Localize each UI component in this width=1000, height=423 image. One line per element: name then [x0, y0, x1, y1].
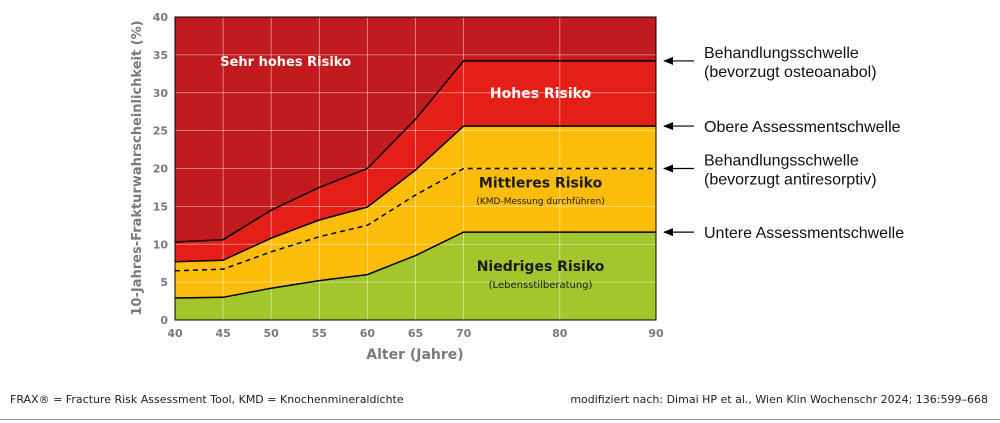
threshold-lines	[174, 60, 656, 299]
plot-frame	[174, 16, 657, 321]
x-tick-label: 60	[360, 327, 376, 340]
footer-source: modifiziert nach: Dimai HP et al., Wien …	[570, 393, 988, 406]
zone-label: Niedriges Risiko	[477, 259, 605, 275]
threshold-annotations: Untere Assessmentschwelle Behandlungsschw…	[663, 45, 904, 242]
y-tick-label: 10	[153, 238, 169, 251]
y-tick-label: 30	[153, 87, 169, 100]
zone-labels: Niedriges Risiko (Lebensstilberatung) Mitt…	[220, 55, 605, 291]
y-tick-label: 40	[153, 11, 169, 24]
x-axis-label: Alter (Jahre)	[366, 347, 463, 363]
y-tick-label: 0	[160, 314, 168, 327]
footer-note: FRAX® = Fracture Risk Assessment Tool, K…	[10, 393, 404, 406]
annotation-label: Untere Assessmentschwelle	[704, 225, 904, 242]
zone-label: Sehr hohes Risiko	[220, 55, 351, 70]
annotation-sublabel: (bevorzugt osteoanabol)	[704, 64, 877, 81]
annotation-label: Behandlungsschwelle	[704, 45, 859, 62]
zone-sublabel: (Lebensstilberatung)	[489, 280, 593, 291]
zone-label: Hohes Risiko	[490, 86, 592, 102]
zone-sehr-hohes-risiko	[175, 17, 656, 242]
threshold-line-3	[174, 125, 656, 263]
y-tick-label: 20	[153, 163, 169, 176]
x-tick-label: 50	[264, 327, 280, 340]
x-tick-label: 65	[408, 327, 423, 340]
y-tick-label: 15	[153, 200, 168, 213]
annotation-label: Obere Assessmentschwelle	[704, 119, 901, 136]
threshold-line-2	[174, 167, 656, 272]
threshold-line-1	[174, 231, 656, 299]
x-tick-label: 70	[456, 327, 472, 340]
threshold-line-4	[174, 60, 656, 243]
footer-divider	[0, 419, 1000, 420]
tick-labels: 40 45 50 55 60 65 70 80 90 0 5 10 15 20 25 30 35 40	[153, 11, 664, 340]
x-tick-label: 80	[552, 327, 568, 340]
y-tick-label: 5	[160, 276, 168, 289]
annotation-label: Behandlungsschwelle	[704, 153, 859, 170]
x-tick-label: 45	[215, 327, 230, 340]
zone-label: Mittleres Risiko	[479, 175, 603, 191]
zone-sublabel: (KMD-Messung durchführen)	[476, 197, 604, 207]
annotation-sublabel: (bevorzugt antiresorptiv)	[704, 172, 877, 189]
x-tick-label: 90	[648, 327, 664, 340]
y-tick-label: 25	[153, 125, 168, 138]
y-axis-label: 10-Jahres-Frakturwahrscheinlichkeit (%)	[130, 20, 145, 315]
x-tick-label: 55	[312, 327, 327, 340]
y-tick-label: 35	[153, 49, 168, 62]
x-tick-label: 40	[167, 327, 183, 340]
